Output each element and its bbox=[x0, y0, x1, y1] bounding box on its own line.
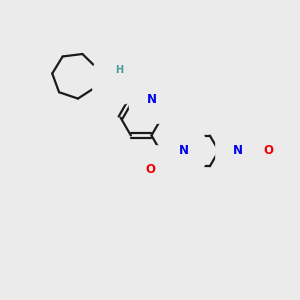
Text: H: H bbox=[115, 65, 123, 75]
Text: O: O bbox=[263, 144, 274, 158]
Text: N: N bbox=[110, 74, 120, 87]
Text: N: N bbox=[178, 144, 188, 158]
Text: N: N bbox=[146, 93, 157, 106]
Text: N: N bbox=[233, 144, 243, 158]
Text: O: O bbox=[145, 163, 155, 176]
